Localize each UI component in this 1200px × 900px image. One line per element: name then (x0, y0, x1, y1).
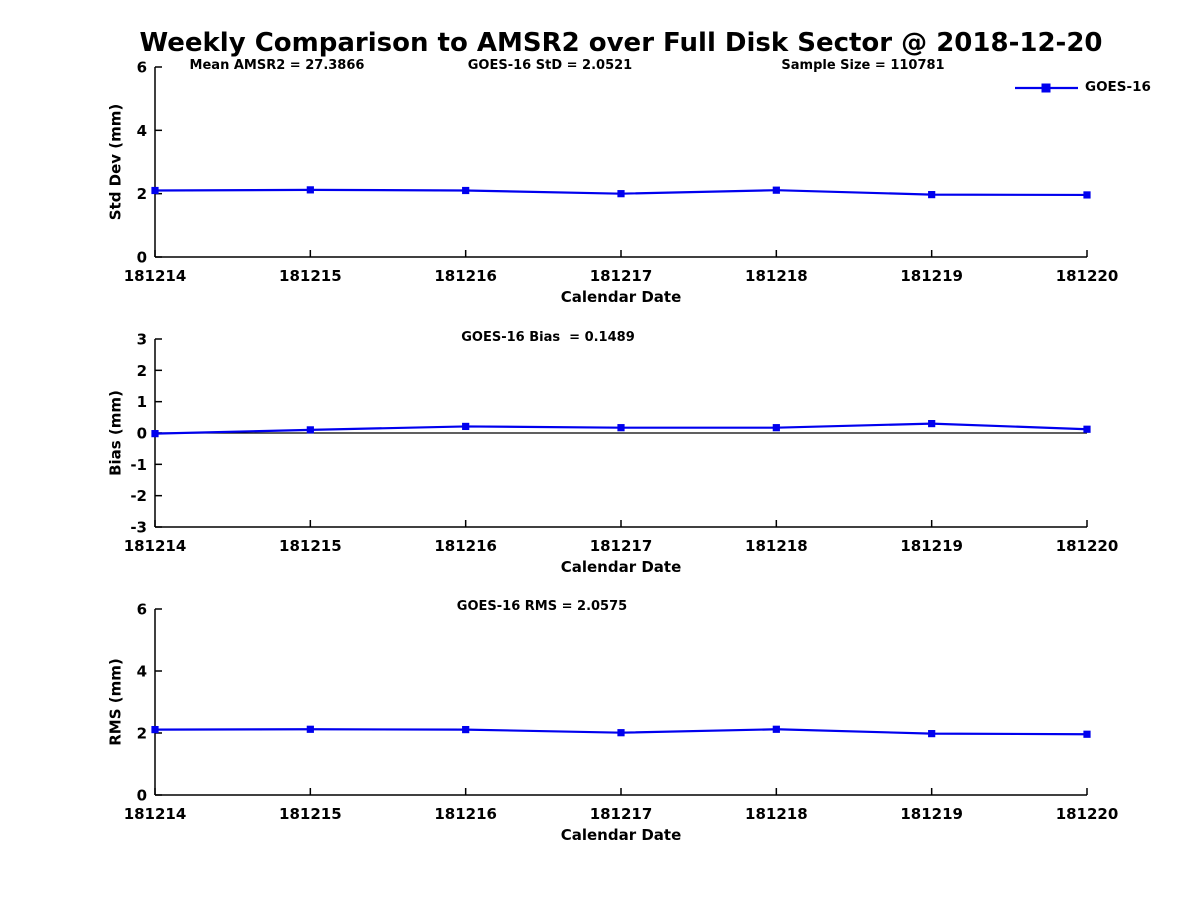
data-point-marker (306, 426, 314, 434)
x-tick-label: 181218 (745, 805, 808, 823)
x-tick-label: 181216 (434, 537, 497, 555)
data-point-marker (151, 725, 159, 734)
x-tick-label: 181217 (590, 537, 653, 555)
legend-label: GOES-16 (1085, 79, 1151, 95)
x-tick-label: 181217 (590, 805, 653, 823)
x-tick-label: 181220 (1056, 267, 1119, 285)
data-point-marker (772, 186, 780, 194)
legend: GOES-16 (1015, 79, 1151, 95)
stddev-y-axis-label: Std Dev (mm) (106, 103, 125, 221)
data-point-marker (306, 186, 314, 194)
chart-std-dev: 0 2 4 6 181214 181215 181216 181217 181218 181219… (124, 59, 1119, 286)
bias-y-axis-label: Bias (mm) (106, 390, 125, 476)
y-tick-label: 3 (137, 331, 147, 349)
annotation-goes16-std: GOES-16 StD = 2.0521 (467, 58, 633, 73)
y-tick-label: 2 (137, 362, 147, 380)
x-tick-label: 181220 (1056, 537, 1119, 555)
y-tick-label: 0 (137, 425, 147, 443)
y-tick-label: -2 (130, 487, 147, 505)
data-point-marker (928, 420, 936, 428)
x-tick-label: 181214 (124, 537, 187, 555)
data-point-marker (928, 730, 936, 738)
x-tick-label: 181219 (900, 805, 963, 823)
x-tick-label: 181215 (279, 537, 342, 555)
y-tick-label: 6 (137, 59, 147, 77)
y-tick-label: 1 (137, 393, 147, 411)
y-tick-label: -1 (130, 456, 147, 474)
x-tick-label: 181220 (1056, 805, 1119, 823)
data-point-marker (151, 430, 159, 438)
chart-rms: 0 2 4 6 181214 181215 181216 181217 181218 181219… (124, 601, 1119, 824)
data-point-marker (617, 424, 625, 432)
x-tick-label: 181218 (745, 537, 808, 555)
x-tick-label: 181218 (745, 267, 808, 285)
data-point-marker (1083, 425, 1091, 433)
y-tick-label: 0 (137, 249, 147, 267)
y-tick-label: -3 (130, 519, 147, 537)
x-tick-label: 181215 (279, 805, 342, 823)
annotation-mean-amsr2: Mean AMSR2 = 27.3866 (189, 58, 365, 73)
x-tick-label: 181214 (124, 267, 187, 285)
stddev-x-axis-label: Calendar Date (560, 288, 682, 306)
data-point-marker (462, 186, 470, 195)
data-point-marker (772, 725, 780, 733)
data-point-marker (151, 186, 159, 195)
x-tick-label: 181217 (590, 267, 653, 285)
y-tick-label: 4 (137, 663, 147, 681)
data-point-marker (462, 422, 470, 431)
y-tick-label: 4 (137, 122, 147, 140)
rms-y-axis-label: RMS (mm) (106, 658, 125, 746)
x-tick-label: 181216 (434, 267, 497, 285)
legend-line-marker-icon (1015, 83, 1078, 93)
data-point-marker (617, 729, 625, 737)
y-tick-label: 0 (137, 787, 147, 805)
x-tick-label: 181216 (434, 805, 497, 823)
x-tick-label: 181214 (124, 805, 187, 823)
data-point-marker (462, 725, 470, 734)
rms-x-axis-label: Calendar Date (560, 826, 682, 844)
x-tick-label: 181215 (279, 267, 342, 285)
y-tick-label: 2 (137, 185, 147, 203)
data-point-marker (306, 725, 314, 733)
annotation-goes16-rms: GOES-16 RMS = 2.0575 (456, 599, 628, 614)
data-point-marker (928, 191, 936, 199)
annotation-sample-size: Sample Size = 110781 (781, 58, 945, 73)
y-tick-label: 2 (137, 725, 147, 743)
y-tick-label: 6 (137, 601, 147, 619)
data-point-marker (617, 190, 625, 198)
x-tick-label: 181219 (900, 537, 963, 555)
data-point-marker (1083, 191, 1091, 199)
figure-title: Weekly Comparison to AMSR2 over Full Dis… (139, 28, 1103, 58)
data-point-marker (772, 424, 780, 432)
x-tick-label: 181219 (900, 267, 963, 285)
annotation-goes16-bias: GOES-16 Bias = 0.1489 (461, 330, 635, 345)
data-point-marker (1083, 730, 1091, 738)
bias-x-axis-label: Calendar Date (560, 558, 682, 576)
